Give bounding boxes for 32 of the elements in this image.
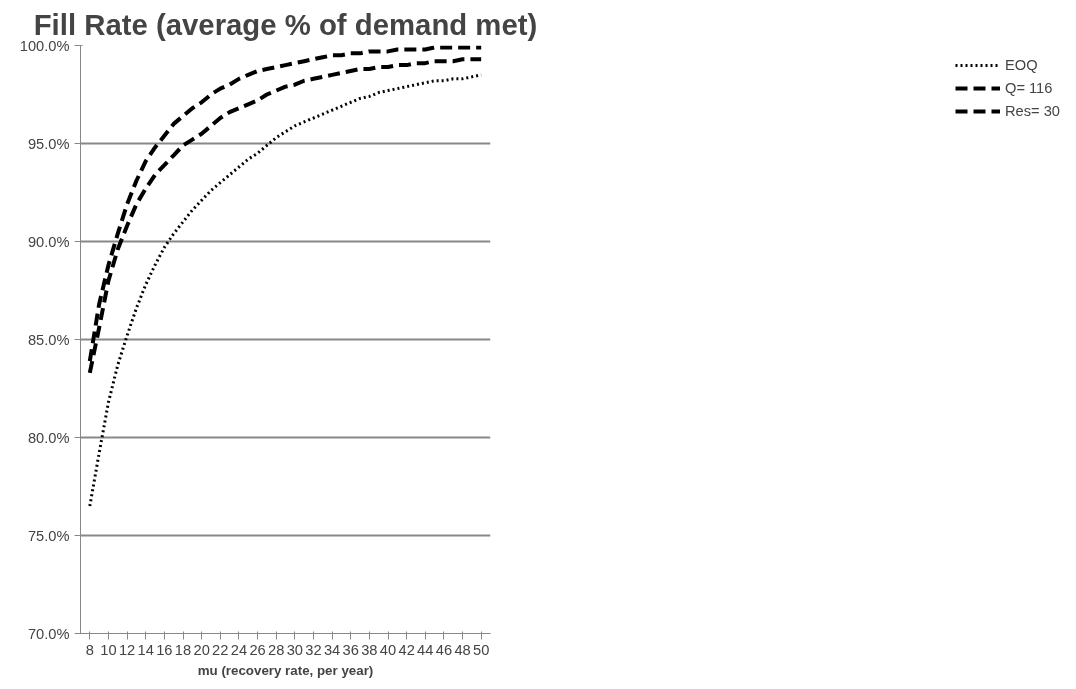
x-tick-label: 18 (174, 641, 192, 658)
x-tick-label: 26 (249, 641, 266, 658)
y-tick-label: 85.0% (27, 331, 70, 348)
y-tick-label: 70.0% (27, 625, 70, 642)
y-tick-label: 80.0% (27, 429, 70, 446)
x-tick-label: 40 (379, 641, 397, 658)
x-tick-label: 38 (361, 641, 378, 658)
x-tick-label: 42 (398, 641, 415, 658)
x-tick-label: 24 (230, 641, 248, 658)
x-tick-label: 34 (323, 641, 341, 658)
x-tick-label: 50 (473, 641, 490, 658)
x-tick-label: 14 (137, 641, 154, 658)
x-tick-label: 44 (417, 641, 434, 658)
y-tick-label: 75.0% (27, 527, 70, 544)
x-tick-label: 28 (268, 641, 285, 658)
legend-label: Res= 30 (1005, 103, 1060, 119)
x-tick-label: 8 (85, 641, 94, 658)
x-tick-label: 10 (100, 641, 117, 658)
x-tick-label: 48 (454, 641, 471, 658)
x-tick-label: 36 (342, 641, 359, 658)
x-tick-label: 16 (156, 641, 173, 658)
y-tick-label: 90.0% (27, 233, 70, 250)
x-tick-label: 20 (193, 641, 210, 658)
x-tick-label: 32 (305, 641, 322, 658)
x-axis-title: mu (recovery rate, per year) (197, 662, 374, 678)
y-tick-label: 95.0% (27, 135, 70, 152)
legend-label: EOQ (1005, 57, 1038, 73)
x-tick-label: 22 (212, 641, 229, 658)
x-tick-label: 12 (118, 641, 136, 658)
x-tick-label: 30 (286, 641, 303, 658)
legend-label: Q= 116 (1005, 80, 1053, 96)
x-tick-label: 46 (435, 641, 453, 658)
